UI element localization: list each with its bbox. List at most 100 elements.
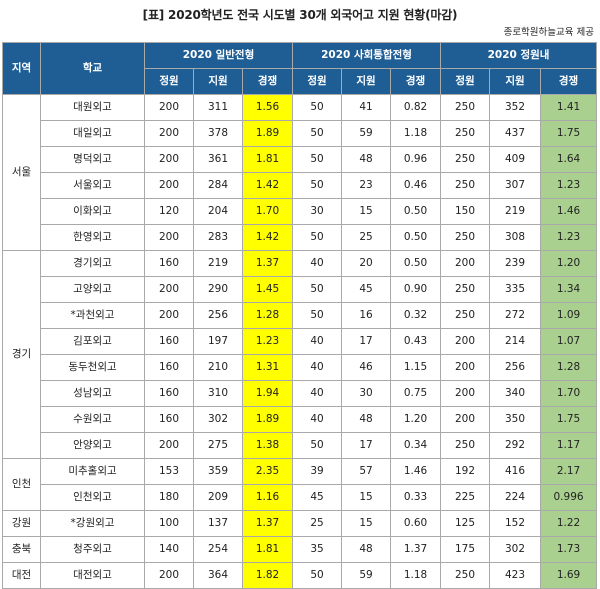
competition-cell: 1.22	[540, 510, 598, 537]
table-row: 인천외고 180 209 1.16 45 15 0.33 225 224 0.996	[3, 484, 598, 511]
applicants-cell: 302	[193, 406, 243, 433]
applicants-cell: 292	[489, 432, 542, 459]
table-row: 충북 청주외고 140 254 1.81 35 48 1.37 175 302 1.73	[2, 536, 598, 563]
competition-cell: 0.60	[390, 510, 442, 537]
competition-cell: 0.96	[390, 146, 442, 173]
quota-cell: 45	[292, 484, 343, 511]
quota-cell: 200	[144, 224, 194, 251]
table-row: 김포외고 160 197 1.23 40 17 0.43 200 214 1.07	[3, 328, 598, 355]
applicants-cell: 361	[193, 146, 243, 173]
applicants-cell: 378	[193, 120, 243, 147]
table-row: 동두천외고 160 210 1.31 40 46 1.15 200 256 1.28	[3, 354, 598, 381]
header-competition: 경쟁	[241, 68, 294, 95]
quota-cell: 50	[292, 146, 343, 173]
applicants-cell: 48	[341, 536, 392, 563]
applicants-cell: 335	[489, 276, 542, 303]
quota-cell: 200	[144, 120, 194, 147]
competition-cell: 1.17	[540, 432, 598, 459]
competition-cell: 1.56	[241, 94, 294, 121]
competition-cell: 1.64	[540, 146, 598, 173]
competition-cell: 1.23	[540, 224, 598, 251]
competition-cell: 0.50	[390, 198, 442, 225]
header-competition: 경쟁	[540, 68, 598, 95]
quota-cell: 50	[292, 432, 343, 459]
competition-cell: 1.69	[540, 562, 598, 589]
competition-cell: 0.32	[390, 302, 442, 329]
applicants-cell: 254	[193, 536, 243, 563]
competition-cell: 0.50	[390, 250, 442, 277]
competition-cell: 1.37	[241, 510, 294, 537]
school-cell: 이화외고	[40, 198, 145, 225]
competition-cell: 0.43	[390, 328, 442, 355]
school-cell: 성남외고	[40, 380, 145, 407]
applicants-cell: 214	[489, 328, 542, 355]
quota-cell: 250	[440, 94, 491, 121]
applicants-cell: 15	[341, 198, 392, 225]
quota-cell: 250	[440, 172, 491, 199]
quota-cell: 192	[440, 458, 491, 485]
applicants-cell: 152	[489, 510, 542, 537]
quota-cell: 50	[292, 172, 343, 199]
region-cell: 강원	[2, 510, 41, 537]
header-row-groups: 지역 학교 2020 일반전형 2020 사회통합전형 2020 정원내	[2, 42, 598, 95]
quota-cell: 50	[292, 276, 343, 303]
quota-cell: 35	[292, 536, 343, 563]
quota-cell: 250	[440, 302, 491, 329]
competition-cell: 0.34	[390, 432, 442, 459]
region-cell: 경기	[2, 250, 41, 459]
quota-cell: 160	[144, 328, 194, 355]
competition-cell: 1.20	[540, 250, 598, 277]
competition-cell: 1.15	[390, 354, 442, 381]
header-school: 학교	[40, 42, 145, 95]
applicants-cell: 25	[341, 224, 392, 251]
header-quota: 정원	[440, 68, 491, 95]
table-row: 한영외고 200 283 1.42 50 25 0.50 250 308 1.23	[3, 224, 598, 251]
applicants-cell: 224	[489, 484, 542, 511]
applicants-cell: 290	[193, 276, 243, 303]
school-cell: 대전외고	[40, 562, 145, 589]
table-row: 성남외고 160 310 1.94 40 30 0.75 200 340 1.70	[3, 380, 598, 407]
competition-cell: 0.996	[540, 484, 598, 511]
applicants-cell: 307	[489, 172, 542, 199]
header-region: 지역	[2, 42, 41, 95]
quota-cell: 200	[144, 172, 194, 199]
quota-cell: 140	[144, 536, 194, 563]
header-applicants: 지원	[193, 68, 243, 95]
school-cell: 김포외고	[40, 328, 145, 355]
school-cell: *강원외고	[40, 510, 145, 537]
header-group-general: 2020 일반전형	[143, 42, 294, 69]
table-row: 서울외고 200 284 1.42 50 23 0.46 250 307 1.23	[3, 172, 598, 199]
quota-cell: 250	[440, 276, 491, 303]
competition-cell: 1.46	[540, 198, 598, 225]
school-cell: 동두천외고	[40, 354, 145, 381]
competition-cell: 1.81	[241, 146, 294, 173]
quota-cell: 50	[292, 120, 343, 147]
school-cell: 미추홀외고	[40, 458, 145, 485]
applicants-cell: 416	[489, 458, 542, 485]
header-row-columns: 정원 지원 경쟁 정원 지원 경쟁 정원 지원 경쟁	[3, 68, 598, 95]
applicants-cell: 239	[489, 250, 542, 277]
competition-cell: 0.50	[390, 224, 442, 251]
quota-cell: 250	[440, 120, 491, 147]
school-cell: 경기외고	[40, 250, 145, 277]
applicants-cell: 45	[341, 276, 392, 303]
applicants-cell: 23	[341, 172, 392, 199]
quota-cell: 40	[292, 250, 343, 277]
applicants-cell: 409	[489, 146, 542, 173]
competition-cell: 1.31	[241, 354, 294, 381]
competition-cell: 1.46	[390, 458, 442, 485]
quota-cell: 150	[440, 198, 491, 225]
applicants-cell: 41	[341, 94, 392, 121]
competition-cell: 1.73	[540, 536, 598, 563]
quota-cell: 40	[292, 354, 343, 381]
applications-table: 지역 학교 2020 일반전형 2020 사회통합전형 2020 정원내 정원 …	[2, 42, 598, 589]
region-cell: 인천	[2, 458, 41, 511]
competition-cell: 1.38	[241, 432, 294, 459]
applicants-cell: 30	[341, 380, 392, 407]
table-row: 인천 미추홀외고 153 359 2.35 39 57 1.46 192 416 2.17	[2, 458, 598, 511]
quota-cell: 120	[144, 198, 194, 225]
competition-cell: 1.07	[540, 328, 598, 355]
quota-cell: 50	[292, 224, 343, 251]
school-cell: 고양외고	[40, 276, 145, 303]
competition-cell: 1.45	[241, 276, 294, 303]
